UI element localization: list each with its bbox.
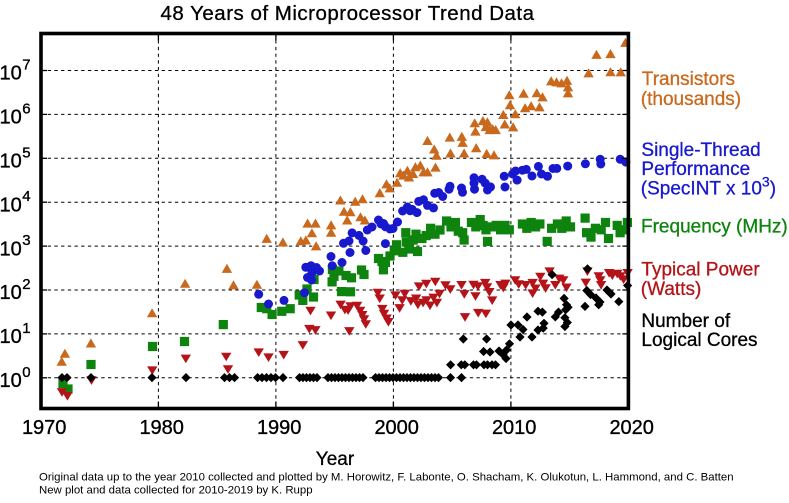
- svg-text:2020: 2020: [609, 417, 654, 439]
- svg-text:Transistors: Transistors: [642, 69, 735, 90]
- svg-text:3: 3: [22, 232, 30, 249]
- svg-text:Year: Year: [316, 449, 355, 470]
- svg-text:10: 10: [0, 238, 22, 260]
- svg-text:4: 4: [22, 188, 30, 205]
- svg-text:10: 10: [0, 63, 22, 85]
- svg-text:6: 6: [22, 100, 30, 117]
- svg-text:(thousands): (thousands): [641, 89, 741, 110]
- svg-text:10: 10: [0, 282, 22, 304]
- svg-text:Single-Thread: Single-Thread: [641, 140, 760, 161]
- svg-text:10: 10: [0, 194, 22, 216]
- svg-text:1990: 1990: [257, 417, 302, 439]
- svg-text:5: 5: [22, 144, 30, 161]
- svg-text:Number of: Number of: [641, 311, 730, 332]
- svg-text:(SpecINT x 103): (SpecINT x 103): [641, 174, 776, 200]
- svg-text:7: 7: [22, 57, 30, 74]
- svg-text:Frequency (MHz): Frequency (MHz): [641, 217, 788, 238]
- svg-text:0: 0: [22, 364, 30, 381]
- svg-text:1: 1: [22, 320, 30, 337]
- svg-text:1980: 1980: [139, 417, 184, 439]
- svg-text:Typical Power: Typical Power: [641, 260, 760, 281]
- svg-text:Logical Cores: Logical Cores: [641, 330, 757, 351]
- svg-text:(Watts): (Watts): [641, 279, 702, 300]
- svg-text:Original data up to the year 2: Original data up to the year 2010 collec…: [39, 472, 734, 484]
- svg-text:48 Years of Microprocessor Tre: 48 Years of Microprocessor Trend Data: [160, 2, 534, 25]
- svg-text:10: 10: [0, 326, 22, 348]
- svg-text:2000: 2000: [374, 417, 419, 439]
- svg-text:10: 10: [0, 107, 22, 129]
- svg-text:2010: 2010: [492, 417, 537, 439]
- svg-text:10: 10: [0, 370, 22, 392]
- svg-text:1970: 1970: [22, 417, 67, 439]
- svg-text:10: 10: [0, 151, 22, 173]
- svg-text:New plot and data collected fo: New plot and data collected for 2010-201…: [39, 485, 313, 497]
- svg-text:Performance: Performance: [641, 159, 750, 180]
- svg-text:2: 2: [22, 276, 30, 293]
